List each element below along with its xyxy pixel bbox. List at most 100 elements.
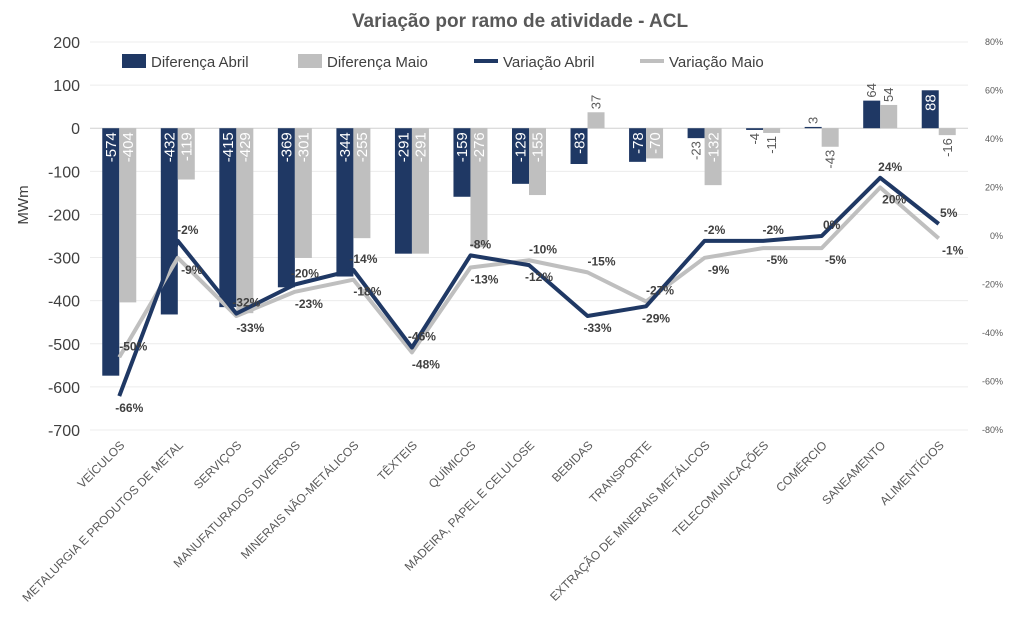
legend-label: Diferença Abril bbox=[151, 54, 249, 71]
line-value-label: -20% bbox=[291, 267, 319, 281]
y-axis: 200 100 0 -100 -200 -300 -400 -500 -600 -700 bbox=[48, 35, 80, 440]
y2-tick-label: -20% bbox=[982, 280, 1003, 290]
x-tick-label: MINERAIS NÃO-METÁLICOS bbox=[237, 438, 361, 562]
y-tick-label: -200 bbox=[48, 207, 80, 224]
legend-swatch bbox=[122, 54, 146, 68]
bar bbox=[746, 128, 764, 130]
bar-value-label: -291 bbox=[413, 132, 430, 162]
bar-value-label: -432 bbox=[162, 132, 179, 162]
x-tick-label: BEBIDAS bbox=[549, 438, 596, 485]
series-line bbox=[117, 185, 941, 359]
bar bbox=[277, 128, 295, 288]
bar-value-label: -23 bbox=[689, 141, 704, 160]
bars: -574 -432 -415 -369 -344 -291 -159 -129 -83 -78 -2… bbox=[102, 83, 956, 376]
y-tick-label: -300 bbox=[48, 251, 80, 268]
line-value-label: -2% bbox=[177, 223, 199, 237]
bar-value-label: -404 bbox=[120, 132, 137, 162]
secondary-y-axis: 80% 60% 40% 20% 0% -20% -40% -60% -80% bbox=[982, 37, 1003, 435]
bar bbox=[704, 128, 722, 186]
legend-label: Diferença Maio bbox=[327, 54, 428, 71]
y2-tick-label: 60% bbox=[985, 86, 1003, 96]
line-value-label: -2% bbox=[762, 223, 784, 237]
line-value-label: -9% bbox=[708, 263, 730, 277]
line-value-label: -29% bbox=[642, 311, 670, 325]
bar-value-label: -43 bbox=[823, 150, 838, 169]
line-value-label: 24% bbox=[878, 160, 902, 174]
line-value-label: -33% bbox=[584, 321, 612, 335]
line-value-label: -18% bbox=[353, 285, 381, 299]
x-tick-label: COMÉRCIO bbox=[773, 438, 830, 495]
bar bbox=[512, 128, 529, 184]
y-tick-label: -600 bbox=[48, 380, 80, 397]
bar bbox=[687, 128, 705, 139]
legend-label: Variação Abril bbox=[503, 54, 594, 71]
bar-value-label: -11 bbox=[764, 136, 779, 154]
bar-value-label: -574 bbox=[103, 132, 120, 162]
bar-value-label: -83 bbox=[571, 132, 588, 154]
bar bbox=[236, 128, 254, 314]
chart-title: Variação por ramo de atividade - ACL bbox=[352, 11, 689, 32]
bar bbox=[529, 128, 546, 196]
x-tick-label: VEÍCULOS bbox=[74, 438, 128, 492]
bar-value-label: -276 bbox=[471, 132, 488, 162]
bar-value-label: -291 bbox=[396, 132, 413, 162]
bar-value-label: -255 bbox=[354, 132, 371, 162]
y2-tick-label: 40% bbox=[985, 134, 1003, 144]
bar bbox=[587, 112, 605, 129]
bar-value-label: -16 bbox=[940, 138, 955, 157]
line-value-label: -46% bbox=[408, 330, 436, 344]
line-value-label: -1% bbox=[942, 243, 964, 257]
x-tick-label: MADEIRA, PAPEL E CELULOSE bbox=[402, 438, 537, 573]
bar bbox=[863, 100, 881, 129]
x-tick-label: TELECOMUNICAÇÕES bbox=[669, 438, 771, 540]
bar bbox=[629, 128, 647, 162]
bar-value-label: -78 bbox=[630, 132, 647, 154]
line-value-label: 0% bbox=[823, 218, 841, 232]
y-tick-label: 0 bbox=[71, 121, 80, 138]
bar-value-label: -369 bbox=[279, 132, 296, 162]
line-value-label: 5% bbox=[940, 206, 958, 220]
bar bbox=[336, 128, 354, 277]
bar bbox=[394, 128, 412, 254]
y-tick-label: 100 bbox=[53, 78, 80, 95]
x-tick-label: QUÍMICOS bbox=[425, 438, 479, 492]
bar bbox=[570, 128, 588, 165]
bar-value-label: 37 bbox=[589, 95, 604, 109]
line-value-label: -23% bbox=[295, 297, 323, 311]
bar bbox=[880, 104, 898, 129]
y-axis-label: MWm bbox=[15, 185, 32, 224]
bar-value-label: 3 bbox=[806, 117, 821, 124]
bar-value-label: -4 bbox=[747, 133, 762, 145]
bar-value-label: -132 bbox=[705, 132, 722, 162]
y2-tick-label: -60% bbox=[982, 377, 1003, 387]
bar bbox=[119, 128, 137, 303]
bar-value-label: -119 bbox=[179, 132, 196, 161]
y2-tick-label: -40% bbox=[982, 328, 1003, 338]
line-value-label: -14% bbox=[349, 252, 377, 266]
legend-label: Variação Maio bbox=[669, 54, 764, 71]
bar-value-label: -155 bbox=[530, 132, 547, 162]
bar bbox=[763, 128, 781, 133]
bar bbox=[821, 128, 839, 147]
line-value-label: -13% bbox=[470, 273, 498, 287]
bar bbox=[353, 128, 371, 239]
line-value-label: -66% bbox=[115, 401, 143, 415]
line-value-label: -27% bbox=[646, 283, 674, 297]
bar-value-label: -415 bbox=[220, 132, 237, 162]
y-tick-label: -700 bbox=[48, 423, 80, 440]
bar-value-label: 64 bbox=[864, 83, 879, 97]
bar-value-label: -159 bbox=[454, 132, 471, 162]
y-tick-label: -500 bbox=[48, 337, 80, 354]
line-value-label: -5% bbox=[825, 253, 847, 267]
bar bbox=[294, 128, 312, 258]
bar bbox=[219, 128, 237, 308]
bar-value-label: -70 bbox=[647, 132, 664, 154]
line-value-label: -32% bbox=[232, 296, 260, 310]
y-tick-label: -400 bbox=[48, 294, 80, 311]
line-value-label: 20% bbox=[882, 193, 906, 207]
bar bbox=[411, 128, 429, 254]
y-tick-label: 200 bbox=[53, 35, 80, 52]
line-value-label: -50% bbox=[119, 339, 147, 353]
